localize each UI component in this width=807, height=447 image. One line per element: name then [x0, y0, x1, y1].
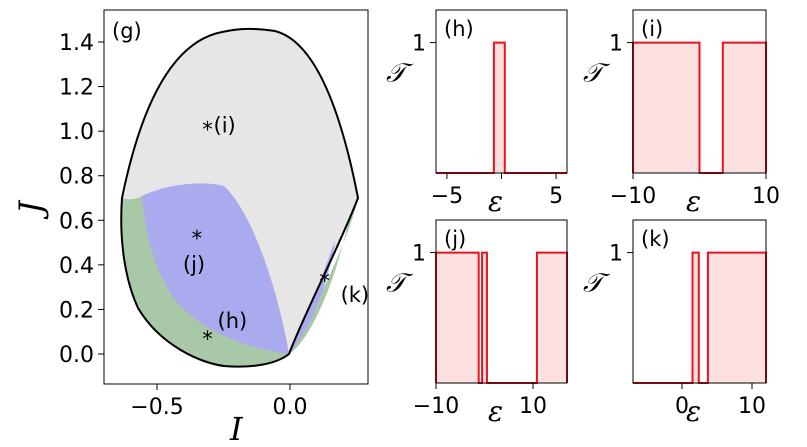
xlabel-epsilon: ε	[488, 395, 503, 428]
ylabel-T: 𝒯	[583, 269, 611, 299]
main-ytick-label: 0.2	[59, 298, 94, 323]
marker-star: *	[192, 227, 203, 251]
step-panel-h: 1 −5 5 (h) ε 𝒯	[386, 9, 568, 218]
main-panel-g: 0.00.20.40.60.81.01.21.4 −0.5 0.0 (g) * (i…	[12, 9, 369, 447]
xtick-label: 5	[549, 184, 563, 209]
panel-frame	[632, 9, 767, 174]
panel-frame	[435, 219, 568, 384]
xtick-label: 10	[752, 184, 780, 209]
panel-label-g: (g)	[112, 19, 142, 43]
ylabel-T: 𝒯	[386, 59, 414, 89]
main-ytick-label: 0.6	[59, 209, 94, 234]
ytick-label: 1	[609, 32, 623, 57]
xtick-label: 10	[519, 394, 547, 419]
transmission-window-fill	[436, 252, 479, 383]
panel-label: (j)	[444, 227, 466, 251]
boundary-curve	[120, 27, 360, 368]
transmission-window-fill	[707, 252, 766, 383]
marker-label: (k)	[341, 283, 370, 307]
ytick-label: 1	[412, 242, 426, 267]
main-xlabel: I	[229, 410, 244, 447]
xlabel-epsilon: ε	[686, 185, 701, 218]
transmission-window-fill	[493, 42, 505, 173]
step-panel-k: 10 10(k)ε𝒯	[583, 219, 767, 428]
xtick-label: −10	[610, 184, 656, 209]
main-xtick-label: 0.0	[273, 395, 308, 420]
marker-label: (h)	[218, 309, 248, 333]
panel-frame	[632, 219, 767, 384]
xtick-label: 10	[738, 394, 766, 419]
marker-star: *	[202, 117, 213, 141]
main-markers: * (i)*(j)*(h)*(k)	[183, 113, 369, 350]
main-ytick-label: 1.0	[59, 120, 94, 145]
xtick-label: 0	[675, 394, 689, 419]
transmission-window-fill	[633, 42, 700, 173]
xtick-label: −5	[431, 184, 463, 209]
ylabel-T: 𝒯	[583, 59, 611, 89]
transmission-step-line	[435, 251, 568, 384]
main-xtick-label: −0.5	[130, 395, 183, 420]
transmission-window-fill	[722, 42, 766, 173]
main-ytick-label: 1.4	[59, 31, 94, 56]
marker-label: (i)	[214, 113, 236, 137]
panel-label: (h)	[444, 17, 474, 41]
marker-star: *	[202, 327, 213, 351]
step-panel-j: 1 −10 10 (j) ε 𝒯	[386, 219, 568, 428]
xlabel-epsilon: ε	[686, 395, 701, 428]
main-ytick-label: 1.2	[59, 76, 94, 101]
panel-label: (k)	[641, 227, 670, 251]
xtick-label: −10	[413, 394, 459, 419]
main-ytick-label: 0.0	[59, 343, 94, 368]
xlabel-epsilon: ε	[488, 185, 503, 218]
marker-label: (j)	[183, 253, 205, 277]
panel-label: (i)	[641, 17, 663, 41]
blue-region-left	[142, 183, 289, 354]
main-ylabel: J	[12, 199, 50, 220]
ytick-label: 1	[412, 32, 426, 57]
green-region-left	[121, 196, 289, 367]
transmission-window-fill	[692, 252, 699, 383]
ytick-label: 1	[609, 242, 623, 267]
main-x-ticks: −0.5 0.0	[130, 384, 308, 420]
marker-star: *	[319, 269, 330, 293]
main-ytick-label: 0.4	[59, 254, 94, 279]
transmission-window-fill	[482, 252, 487, 383]
main-ytick-label: 0.8	[59, 165, 94, 190]
transmission-window-fill	[536, 252, 567, 383]
main-y-ticks: 0.0 0.2 0.4 0.6 0.8 1.0 1.2 1.4	[59, 31, 104, 368]
ylabel-T: 𝒯	[386, 269, 414, 299]
step-panel-i: 1 −10 10 (i) ε 𝒯	[583, 9, 780, 218]
